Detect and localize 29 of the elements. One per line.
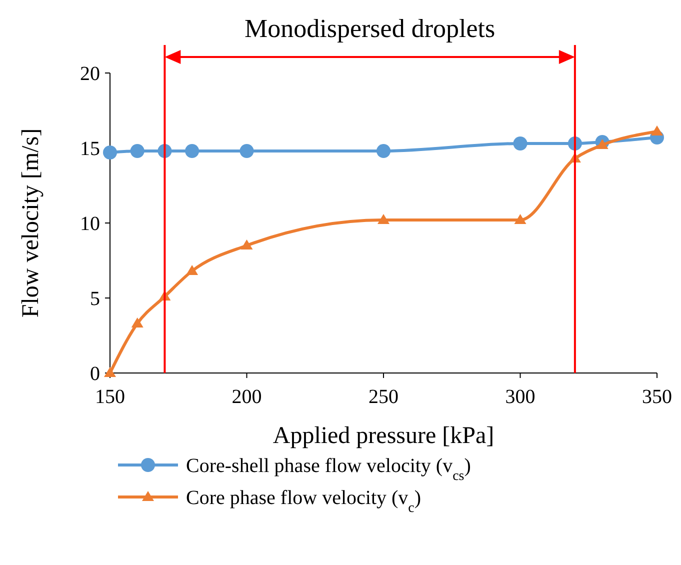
point [185, 144, 200, 158]
point [651, 126, 663, 136]
y-tick-label: 0 [90, 363, 100, 385]
point [240, 144, 254, 158]
point [103, 146, 117, 160]
point [596, 139, 608, 149]
point [513, 136, 528, 150]
x-tick-label: 150 [95, 386, 125, 408]
point [514, 214, 526, 224]
point [186, 265, 198, 275]
x-tick-label: 300 [505, 386, 536, 408]
y-tick-label: 10 [80, 213, 100, 235]
point [131, 318, 144, 328]
legend-label: Core phase flow velocity (v$_{c}$) [186, 487, 422, 516]
y-axis-title: Flow velocity [m/s] [18, 128, 44, 318]
point [376, 144, 390, 158]
x-axis-title: Applied pressure [kPa] [272, 423, 494, 449]
x-tick-label: 350 [642, 386, 672, 408]
point [378, 214, 390, 224]
x-tick-label: 250 [368, 386, 398, 408]
y-tick-label: 15 [80, 138, 100, 160]
point [104, 367, 116, 377]
x-tick-label: 200 [232, 386, 262, 408]
y-tick-label: 20 [80, 63, 100, 85]
y-tick-label: 5 [90, 288, 100, 310]
point [240, 240, 253, 250]
text: Monodispersed droplets [244, 14, 496, 43]
legend-label: Core-shell phase flow velocity (v$_{cs}$) [186, 455, 471, 484]
point [130, 144, 144, 158]
